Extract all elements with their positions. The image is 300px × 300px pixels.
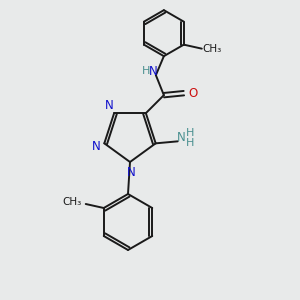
Text: N: N xyxy=(127,167,135,179)
Text: H: H xyxy=(185,128,194,138)
Text: CH₃: CH₃ xyxy=(62,197,81,207)
Text: N: N xyxy=(148,65,157,78)
Text: H: H xyxy=(142,66,150,76)
Text: H: H xyxy=(185,138,194,148)
Text: CH₃: CH₃ xyxy=(202,44,221,54)
Text: N: N xyxy=(92,140,100,153)
Text: O: O xyxy=(188,87,197,100)
Text: N: N xyxy=(104,99,113,112)
Text: N: N xyxy=(177,131,186,144)
